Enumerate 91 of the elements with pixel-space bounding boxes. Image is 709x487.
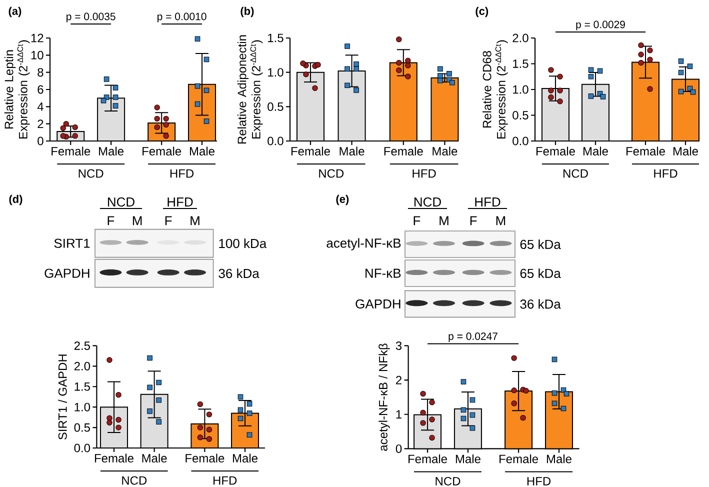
y-tick-label: 1.5 xyxy=(513,60,528,68)
y-axis-title: Relative Leptin Expression (2$^{-ΔΔCt}$) xyxy=(4,40,30,138)
y-tick-label: 8 xyxy=(38,68,44,77)
x-tick-label: Male xyxy=(546,454,572,464)
text: NCD xyxy=(78,169,104,178)
text: 65 kDa xyxy=(520,268,561,278)
y-tick-label: 0.0 xyxy=(74,444,90,452)
y-tick-label: 2.0 xyxy=(74,362,90,370)
text: HFD xyxy=(168,198,193,206)
text: p = 0.0035 xyxy=(66,12,116,22)
y-tick-label: 0.5 xyxy=(74,423,90,432)
x-tick-label: Male xyxy=(583,146,608,156)
y-tick-label: 1.0 xyxy=(74,402,90,412)
x-tick-label: Female xyxy=(536,146,575,156)
text: p = 0.0029 xyxy=(576,20,625,30)
x-tick-label: Female xyxy=(626,146,665,156)
text: GAPDH xyxy=(356,299,400,309)
text: (e) xyxy=(336,194,349,206)
text: NCD xyxy=(563,169,588,178)
y-tick-label: 1.0 xyxy=(513,85,528,94)
y-tick-label: 1.5 xyxy=(74,382,90,391)
x-tick-label: Female xyxy=(52,146,90,156)
y-tick-label: 6 xyxy=(38,85,44,94)
text: HFD xyxy=(412,169,436,178)
text: F xyxy=(165,216,172,226)
x-tick-label: Male xyxy=(340,146,364,156)
y-tick-label: 0 xyxy=(396,444,402,453)
text: M xyxy=(190,216,200,226)
text: p = 0.0010 xyxy=(158,12,206,22)
text: 65 kDa xyxy=(520,239,561,250)
text: NCD xyxy=(319,169,344,178)
text: HFD xyxy=(527,477,551,486)
x-tick-label: Male xyxy=(673,146,698,156)
x-tick-label: Female xyxy=(500,454,538,464)
chart-title: (c) xyxy=(476,6,488,18)
x-tick-label: Male xyxy=(99,146,124,156)
text: HFD xyxy=(475,198,500,206)
text: SIRT1 xyxy=(54,238,90,248)
text: 36 kDa xyxy=(218,268,260,278)
text: M xyxy=(132,216,142,226)
y-tick-label: 2.0 xyxy=(512,34,528,42)
text: F xyxy=(414,216,420,226)
text: p = 0.0247 xyxy=(448,332,498,342)
x-tick-label: Male xyxy=(232,454,258,463)
y-tick-label: 3 xyxy=(396,341,402,350)
text: HFD xyxy=(170,169,194,178)
text: F xyxy=(470,216,477,226)
text: 100 kDa xyxy=(219,238,267,248)
y-axis-title: SIRT1 / GAPDH xyxy=(58,354,67,440)
y-tick-label: 1.5 xyxy=(268,34,284,42)
y-tick-label: 0.5 xyxy=(268,102,284,111)
y-tick-label: 1.0 xyxy=(268,68,284,77)
x-tick-label: Male xyxy=(142,454,167,463)
y-tick-label: 12 xyxy=(31,34,44,42)
y-tick-label: 1 xyxy=(396,410,402,418)
x-tick-label: Female xyxy=(291,146,330,156)
y-tick-label: 4 xyxy=(37,102,44,111)
y-tick-label: 0 xyxy=(38,136,44,146)
y-tick-label: 2.5 xyxy=(74,341,90,350)
text: NCD xyxy=(108,197,134,207)
y-axis-title: Relative CD68 Expression (2$^{-ΔΔCt}$) xyxy=(482,40,508,138)
y-axis-title: acetyl-NF-κB / NFkβ xyxy=(378,344,390,451)
text: NCD xyxy=(436,476,460,486)
chart-title: (a) xyxy=(8,6,22,18)
chart-title: (b) xyxy=(240,6,254,18)
x-tick-label: Male xyxy=(456,454,480,464)
text: HFD xyxy=(654,169,678,178)
x-tick-label: Female xyxy=(186,454,224,463)
text: acetyl-NF-κB xyxy=(326,238,401,250)
y-tick-label: 0.0 xyxy=(512,136,528,146)
text: (d) xyxy=(9,194,22,206)
x-tick-label: Female xyxy=(384,146,423,156)
text: GAPDH xyxy=(44,268,90,278)
text: 36 kDa xyxy=(520,299,561,309)
y-tick-label: 10 xyxy=(31,50,44,60)
text: M xyxy=(496,216,506,226)
y-tick-label: 2 xyxy=(396,376,402,384)
text: NCD xyxy=(122,476,147,485)
x-tick-label: Female xyxy=(408,454,447,464)
x-tick-label: Male xyxy=(432,146,458,156)
x-tick-label: Male xyxy=(190,146,214,156)
y-tick-label: 0.5 xyxy=(512,111,528,120)
text: NCD xyxy=(414,197,441,207)
text: NF-κB xyxy=(366,268,401,278)
text: F xyxy=(108,216,114,226)
text: M xyxy=(440,216,448,226)
y-tick-label: 2 xyxy=(38,120,44,128)
y-tick-label: 0.0 xyxy=(268,136,284,146)
text: HFD xyxy=(214,476,237,485)
x-tick-label: Female xyxy=(94,454,134,463)
x-tick-label: Female xyxy=(142,146,182,156)
